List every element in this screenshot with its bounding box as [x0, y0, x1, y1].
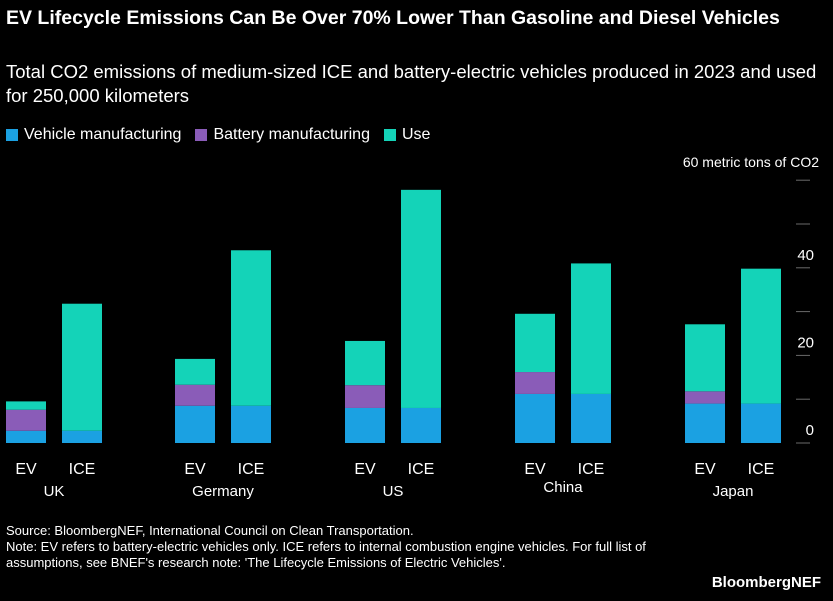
- bar-segment-use: [345, 340, 385, 386]
- bar-category-label: ICE: [238, 461, 265, 478]
- source-note: Source: BloombergNEF, International Coun…: [6, 523, 414, 538]
- bar-segment-battery: [6, 409, 46, 431]
- bar-category-label: EV: [15, 461, 37, 478]
- bar-segment-battery: [515, 372, 555, 394]
- bar-segment-vehicle: [401, 407, 441, 443]
- bar-segment-use: [571, 263, 611, 394]
- y-axis-unit-label: 60 metric tons of CO2: [682, 154, 819, 170]
- bar-category-label: EV: [354, 461, 376, 478]
- bar-segment-use: [401, 189, 441, 408]
- legend-item-vehicle: Vehicle manufacturing: [6, 126, 181, 144]
- y-tick-label: 20: [797, 334, 814, 351]
- bar-category-label: EV: [694, 461, 716, 478]
- bar-segment-vehicle: [571, 393, 611, 443]
- bar-segment-use: [515, 313, 555, 373]
- bar-category-label: ICE: [69, 461, 96, 478]
- bar-segment-use: [62, 303, 102, 431]
- legend-label-battery: Battery manufacturing: [213, 126, 370, 143]
- bar-segment-vehicle: [345, 407, 385, 443]
- brand-logo-text: BloombergNEF: [711, 574, 821, 591]
- assumption-note: Note: EV refers to battery-electric vehi…: [6, 539, 646, 570]
- bar-segment-vehicle: [175, 405, 215, 443]
- chart-title: EV Lifecycle Emissions Can Be Over 70% L…: [6, 7, 780, 29]
- bar-category-label: ICE: [578, 461, 605, 478]
- bar-segment-vehicle: [62, 430, 102, 443]
- bar-segment-vehicle: [231, 405, 271, 443]
- bar-segment-vehicle: [741, 403, 781, 443]
- legend-swatch-battery: [195, 129, 208, 141]
- legend-swatch-use: [383, 129, 396, 141]
- bar-segment-use: [741, 268, 781, 404]
- legend-swatch-vehicle: [6, 129, 18, 141]
- chart-subtitle: Total CO2 emissions of medium-sized ICE …: [6, 61, 817, 106]
- y-tick-label: 0: [806, 422, 814, 439]
- legend-item-battery: Battery manufacturing: [195, 126, 370, 144]
- legend-label-vehicle: Vehicle manufacturing: [24, 126, 182, 143]
- group-label: Germany: [192, 483, 254, 500]
- legend-item-use: Use: [383, 126, 431, 144]
- bar-category-label: ICE: [408, 461, 435, 478]
- bar-category-label: EV: [184, 461, 206, 478]
- bar-segment-vehicle: [6, 430, 46, 443]
- bar-segment-battery: [345, 385, 385, 408]
- bar-segment-use: [175, 358, 215, 385]
- bar-segment-battery: [685, 391, 725, 404]
- bar-category-label: EV: [524, 461, 546, 478]
- group-label: UK: [44, 483, 65, 500]
- group-label: China: [543, 479, 583, 496]
- group-label: US: [383, 483, 404, 500]
- legend: Vehicle manufacturing Battery manufactur…: [6, 124, 444, 146]
- bar-segment-battery: [175, 384, 215, 406]
- bar-segment-use: [685, 324, 725, 392]
- bar-segment-vehicle: [515, 393, 555, 443]
- group-label: Japan: [713, 483, 754, 500]
- legend-label-use: Use: [401, 126, 431, 143]
- bar-segment-use: [6, 401, 46, 410]
- footer-notes: Source: BloombergNEF, International Coun…: [6, 523, 686, 571]
- bar-segment-use: [231, 250, 271, 406]
- bar-segment-vehicle: [685, 403, 725, 443]
- y-tick-label: 40: [797, 247, 814, 264]
- bar-category-label: ICE: [748, 461, 775, 478]
